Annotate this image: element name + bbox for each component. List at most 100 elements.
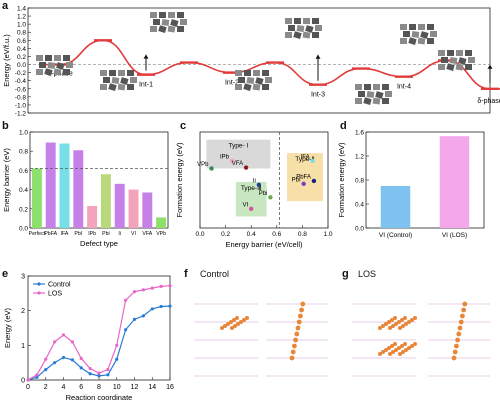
octahedron <box>288 25 295 31</box>
molecule-atom <box>384 322 388 326</box>
y-tick-label: 1.2 <box>355 154 364 161</box>
octahedron <box>418 24 425 30</box>
octahedron <box>427 38 434 44</box>
octahedron <box>45 55 52 61</box>
octahedron <box>420 31 429 39</box>
molecule-atom <box>381 324 385 328</box>
molecule-atom <box>403 342 407 346</box>
bar <box>59 143 70 228</box>
y-tick-label: -0.4 <box>15 78 27 85</box>
x-tick-label: VI (Control) <box>379 232 412 239</box>
data-point <box>141 314 145 318</box>
x-tick-label: Pbi <box>102 231 110 237</box>
data-point <box>79 366 83 370</box>
octahedron <box>120 77 129 85</box>
molecule-atom <box>387 346 391 350</box>
y-tick-label: -1.0 <box>15 102 27 109</box>
bar <box>380 186 411 228</box>
x-tick-label: PbI <box>74 231 82 237</box>
point-label: IFA <box>301 154 310 160</box>
molecule-atom <box>413 342 417 346</box>
molecule-atom <box>381 350 385 354</box>
octahedron <box>408 37 417 45</box>
molecule-atom <box>397 320 401 324</box>
octahedron <box>373 84 380 90</box>
octahedron <box>168 12 175 18</box>
y-tick-label: 0.8 <box>19 149 28 156</box>
y-tick-label: 1.4 <box>17 6 26 13</box>
x-axis-label: Reaction coordinate <box>66 393 133 402</box>
octahedron <box>39 62 46 68</box>
molecule-atom <box>230 326 234 330</box>
molecule-atom <box>400 318 404 322</box>
data-point <box>35 375 39 379</box>
data-point <box>88 372 92 376</box>
panel-a: a -1.2 -1.0 -0.8 -0.6 -0.4 -0.2 0.0 0.2 0.4 0.6 0.… <box>0 0 500 118</box>
molecule-atom <box>461 307 466 313</box>
y-tick-label: 0.4 <box>355 202 364 209</box>
y-axis-label: Formation energy (eV) <box>337 142 346 218</box>
octahedron <box>355 98 362 104</box>
legend-marker <box>37 282 41 286</box>
chart-b: 0.0 0.2 0.4 0.6 0.8 1.0 Energy barrier (eV) Per… <box>2 130 169 248</box>
octahedron <box>150 12 157 18</box>
legend-label: LOS <box>48 291 62 298</box>
octahedron <box>252 83 261 91</box>
panel-g: g LOS <box>340 268 500 403</box>
data-point <box>150 286 154 290</box>
point-label: PbI <box>292 177 301 183</box>
bar <box>73 150 84 228</box>
panel-b-label: b <box>2 120 9 132</box>
octahedron <box>465 64 472 70</box>
molecule-atom <box>397 346 401 350</box>
y-axis-label: Energy (eV) <box>3 307 12 348</box>
y-tick-label: 0.8 <box>355 178 364 185</box>
structure-g <box>352 301 490 377</box>
y-tick-label: -1.2 <box>15 111 27 118</box>
molecule-atom <box>292 343 297 349</box>
structure-thumbnail <box>150 12 187 33</box>
octahedron <box>127 70 134 76</box>
molecule-atom <box>293 337 298 343</box>
data-point <box>311 178 317 184</box>
octahedron <box>180 19 187 25</box>
x-axis-label: Defect type <box>80 239 118 248</box>
x-tick-label: Ii <box>118 231 121 237</box>
y-axis-label: Energy (eV/f.u.) <box>2 34 11 87</box>
molecule-atom <box>393 316 397 320</box>
panel-f: f Control <box>182 268 334 403</box>
panel-d: d 0.0 0.4 0.8 1.2 1.6 Formation energy (eV) VI… <box>334 120 500 252</box>
octahedron <box>63 69 70 75</box>
bar <box>156 217 167 228</box>
octahedron <box>363 97 372 105</box>
data-point <box>141 288 145 292</box>
octahedron <box>103 77 110 83</box>
y-tick-label: 3 <box>21 274 25 281</box>
data-point <box>115 343 119 347</box>
structure-thumbnail <box>235 70 272 91</box>
molecule-atom <box>295 325 301 331</box>
y-tick-label: 0.4 <box>17 46 26 53</box>
octahedron <box>253 70 260 76</box>
octahedron <box>382 84 389 90</box>
x-tick-label: 16 <box>166 384 174 391</box>
octahedron <box>150 26 157 32</box>
molecule-atom <box>404 348 408 352</box>
molecule-atom <box>298 313 303 319</box>
data-point <box>159 284 163 288</box>
octahedron <box>100 84 107 90</box>
x-tick-label: 0.0 <box>195 231 204 238</box>
y-tick-label: 0.0 <box>19 226 28 233</box>
molecule-atom <box>410 318 414 322</box>
chart-d: 0.0 0.4 0.8 1.2 1.6 Formation energy (eV) VI (… <box>337 130 485 239</box>
bar <box>87 205 98 228</box>
y-tick-label: 0.0 <box>17 62 26 69</box>
x-tick-label: Perfect <box>29 231 46 237</box>
octahedron <box>56 62 65 70</box>
data-point <box>70 340 74 344</box>
molecule-atom <box>451 355 457 361</box>
molecule-atom <box>454 343 459 349</box>
point-label: VFA <box>232 161 243 167</box>
octahedron <box>358 91 365 97</box>
data-point <box>70 358 74 362</box>
